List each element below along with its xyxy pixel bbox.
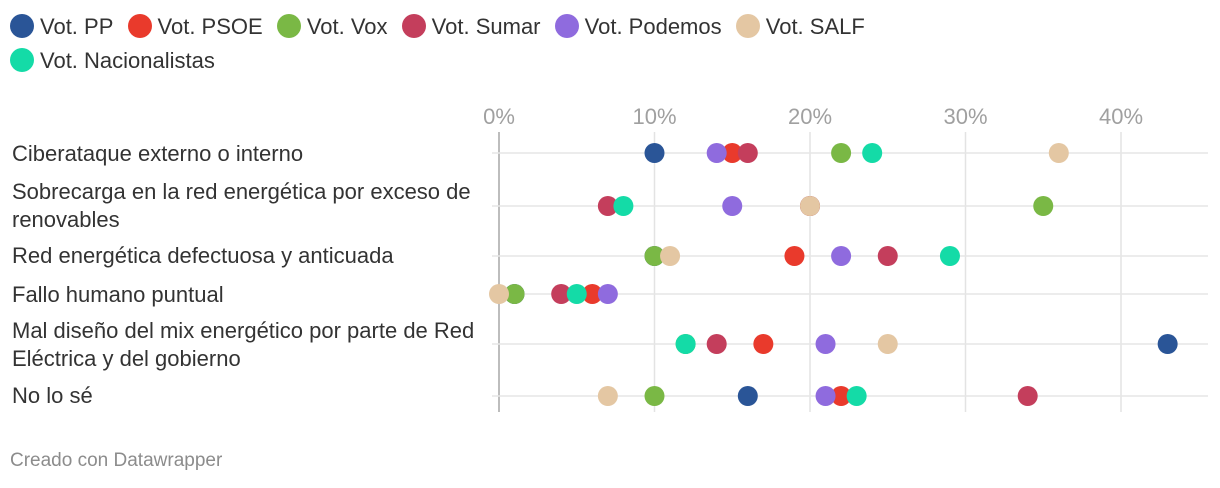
x-tick-label: 40% xyxy=(1099,104,1143,129)
data-point xyxy=(613,196,634,216)
data-point xyxy=(831,386,852,406)
data-point xyxy=(722,196,743,216)
category-label: No lo sé xyxy=(12,383,93,408)
data-point xyxy=(831,246,852,266)
legend-item-podemos: Vot. Podemos xyxy=(554,10,722,44)
legend-swatch xyxy=(401,14,426,38)
legend-label: Vot. Sumar xyxy=(431,14,541,39)
category-label: Ciberataque externo o interno xyxy=(12,141,304,166)
data-point xyxy=(862,143,883,163)
data-point xyxy=(753,334,774,354)
data-point xyxy=(1017,386,1038,406)
legend-item-pp: Vot. PP xyxy=(10,10,113,44)
data-point xyxy=(877,334,898,354)
legend-item-nacionalistas: Vot. Nacionalistas xyxy=(10,44,215,78)
data-point xyxy=(706,334,727,354)
x-tick-label: 10% xyxy=(632,104,676,129)
legend-item-vox: Vot. Vox xyxy=(276,10,388,44)
data-point xyxy=(784,246,805,266)
legend: Vot. PP Vot. PSOE Vot. Vox Vot. Sumar Vo… xyxy=(10,10,1090,78)
data-point xyxy=(1048,143,1069,163)
legend-label: Vot. PP xyxy=(40,14,114,39)
legend-item-psoe: Vot. PSOE xyxy=(127,10,263,44)
data-point xyxy=(722,143,743,163)
data-point xyxy=(551,284,572,304)
data-point xyxy=(737,143,758,163)
legend-swatch xyxy=(554,14,579,38)
legend-swatch xyxy=(127,14,152,38)
data-point xyxy=(644,246,665,266)
legend-label: Vot. Vox xyxy=(306,14,388,39)
data-point xyxy=(582,284,603,304)
category-label: Fallo humano puntual xyxy=(12,282,224,307)
data-point xyxy=(644,143,665,163)
data-point xyxy=(566,284,587,304)
legend-item-salf: Vot. SALF xyxy=(735,10,865,44)
category-label: Sobrecarga en la red energética por exce… xyxy=(12,179,471,232)
category-label: Mal diseño del mix energético por parte … xyxy=(12,318,475,371)
legend-swatch xyxy=(10,14,34,38)
legend-label: Vot. PSOE xyxy=(157,14,263,39)
footer-credit: Creado con Datawrapper xyxy=(10,450,223,471)
legend-item-sumar: Vot. Sumar xyxy=(401,10,541,44)
data-point xyxy=(675,334,696,354)
data-point xyxy=(831,143,852,163)
data-point xyxy=(597,196,618,216)
data-point xyxy=(1157,334,1178,354)
legend-label: Vot. Podemos xyxy=(584,14,722,39)
data-point xyxy=(846,386,867,406)
legend-swatch xyxy=(735,14,760,38)
legend-swatch xyxy=(10,48,34,72)
data-point xyxy=(597,386,618,406)
data-point xyxy=(815,334,836,354)
data-point xyxy=(660,246,681,266)
x-tick-label: 20% xyxy=(788,104,832,129)
data-point xyxy=(939,246,960,266)
data-point xyxy=(706,143,727,163)
data-point xyxy=(489,284,509,304)
legend-label: Vot. Nacionalistas xyxy=(40,48,215,73)
data-point xyxy=(504,284,525,304)
legend-swatch xyxy=(276,14,301,38)
data-point xyxy=(815,386,836,406)
data-point xyxy=(1033,196,1054,216)
data-point xyxy=(800,196,820,216)
x-tick-label: 0% xyxy=(483,104,515,129)
data-point xyxy=(737,386,758,406)
category-label: Red energética defectuosa y anticuada xyxy=(12,243,394,268)
x-tick-label: 30% xyxy=(943,104,987,129)
dot-plot-chart: 0% 10% 20% 30% 40% xyxy=(483,104,1208,412)
data-point xyxy=(597,284,618,304)
data-point xyxy=(644,386,665,406)
data-point xyxy=(877,246,898,266)
legend-label: Vot. SALF xyxy=(765,14,865,39)
